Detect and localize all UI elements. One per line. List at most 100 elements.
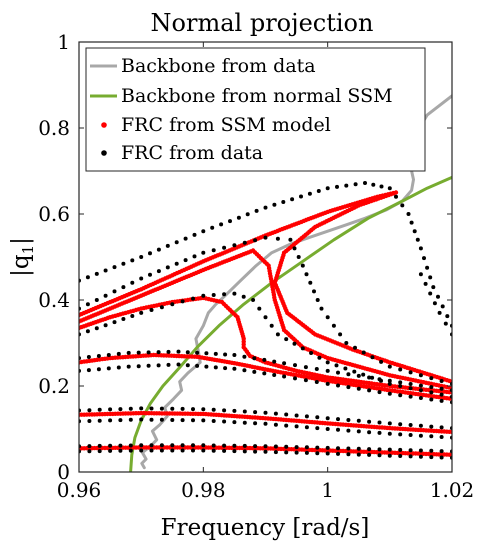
data-point bbox=[253, 410, 258, 415]
data-point bbox=[174, 240, 179, 245]
data-point bbox=[232, 243, 237, 248]
data-point bbox=[418, 246, 423, 251]
data-point bbox=[146, 350, 151, 355]
data-point bbox=[139, 276, 144, 281]
data-point bbox=[136, 350, 141, 355]
data-point bbox=[367, 388, 372, 393]
data-point bbox=[201, 250, 206, 255]
data-point bbox=[272, 373, 277, 377]
data-point bbox=[195, 363, 200, 368]
data-point bbox=[262, 371, 267, 376]
data-point bbox=[325, 186, 330, 191]
data-point bbox=[379, 378, 383, 383]
series-3-curve-5 bbox=[79, 349, 452, 393]
data-point bbox=[156, 350, 161, 355]
data-point bbox=[408, 394, 413, 399]
data-point bbox=[251, 298, 256, 302]
data-point bbox=[86, 368, 91, 373]
data-point bbox=[241, 294, 246, 299]
data-point bbox=[108, 448, 113, 453]
data-point bbox=[87, 449, 92, 454]
data-point bbox=[139, 310, 144, 315]
data-point bbox=[308, 280, 313, 285]
y-tick-label: 0.8 bbox=[38, 116, 70, 140]
data-point bbox=[428, 275, 433, 280]
data-point bbox=[242, 420, 247, 425]
data-point bbox=[292, 246, 297, 251]
data-point bbox=[223, 366, 228, 371]
data-point bbox=[325, 360, 330, 365]
data-point bbox=[367, 419, 372, 424]
data-point bbox=[423, 281, 428, 286]
data-point bbox=[176, 362, 181, 367]
data-point bbox=[356, 373, 361, 378]
data-point bbox=[139, 443, 144, 448]
data-point bbox=[282, 361, 287, 366]
data-point bbox=[304, 450, 309, 455]
data-point bbox=[97, 443, 102, 448]
data-point bbox=[346, 446, 351, 451]
data-point bbox=[387, 421, 392, 426]
data-point bbox=[192, 232, 197, 237]
data-point bbox=[242, 240, 247, 245]
legend: Backbone from data Backbone from normal … bbox=[85, 47, 426, 172]
legend-box bbox=[85, 47, 426, 172]
data-point bbox=[263, 421, 268, 426]
data-point bbox=[398, 432, 403, 437]
data-point bbox=[195, 350, 200, 355]
data-point bbox=[232, 408, 237, 413]
data-point bbox=[304, 425, 309, 430]
data-point bbox=[284, 450, 289, 455]
data-point bbox=[281, 200, 286, 204]
data-point bbox=[211, 407, 216, 412]
data-point bbox=[418, 383, 423, 388]
data-point bbox=[325, 427, 330, 431]
data-point bbox=[398, 447, 403, 452]
data-point bbox=[429, 434, 434, 439]
data-point bbox=[191, 407, 195, 412]
data-point bbox=[418, 454, 423, 459]
data-point bbox=[121, 261, 126, 266]
data-point bbox=[299, 194, 303, 199]
data-point bbox=[112, 265, 117, 270]
data-point bbox=[96, 367, 101, 372]
data-point bbox=[185, 350, 190, 355]
data-point bbox=[367, 375, 372, 380]
data-point bbox=[148, 251, 152, 256]
data-point bbox=[367, 430, 372, 435]
data-point bbox=[356, 418, 361, 423]
data-point bbox=[191, 448, 195, 453]
data-point bbox=[201, 443, 206, 448]
data-point bbox=[418, 272, 423, 277]
data-point bbox=[222, 408, 227, 413]
data-point bbox=[253, 444, 258, 449]
data-point bbox=[121, 317, 126, 321]
legend-swatch-frc-ssm bbox=[101, 122, 107, 128]
data-point bbox=[183, 258, 188, 263]
data-point bbox=[236, 215, 241, 220]
data-point bbox=[148, 272, 152, 277]
data-point bbox=[336, 370, 340, 375]
data-point bbox=[437, 310, 442, 315]
y-tick-label: 1 bbox=[57, 30, 70, 54]
data-point bbox=[412, 229, 417, 234]
data-point bbox=[346, 418, 351, 422]
series-3-curve-7 bbox=[79, 235, 452, 386]
data-point bbox=[309, 351, 314, 355]
data-point bbox=[344, 341, 349, 345]
data-point bbox=[185, 363, 190, 368]
x-tick-label: 0.96 bbox=[57, 478, 102, 502]
data-point bbox=[408, 454, 413, 459]
data-point bbox=[118, 443, 123, 448]
data-point bbox=[315, 426, 320, 431]
series-3-curve-3 bbox=[79, 406, 452, 431]
data-point bbox=[377, 447, 382, 452]
legend-label-frc-data: FRC from data bbox=[121, 142, 263, 164]
data-point bbox=[139, 255, 144, 259]
data-point bbox=[325, 445, 330, 450]
data-point bbox=[242, 449, 247, 454]
data-point bbox=[118, 407, 123, 412]
data-point bbox=[325, 416, 330, 421]
data-point bbox=[336, 446, 340, 451]
data-point bbox=[222, 292, 227, 297]
